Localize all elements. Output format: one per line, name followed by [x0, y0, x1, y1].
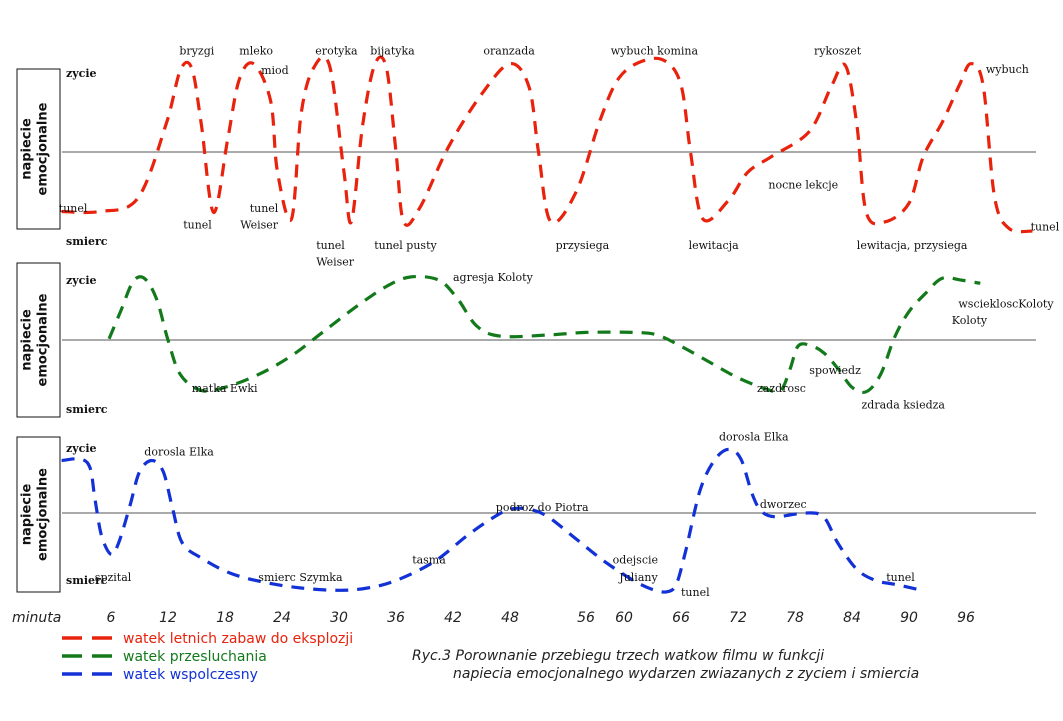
annotation: dorosla Elka: [144, 446, 214, 459]
series-line-red: [61, 55, 1033, 234]
level-label-bottom: smierc: [66, 403, 108, 416]
annotation: agresja Koloty: [453, 271, 534, 284]
caption-line-2: napiecia emocjonalnego wydarzen zwiazany…: [453, 666, 919, 682]
series-line-green: [107, 274, 981, 395]
x-tick-label: 78: [786, 610, 804, 626]
y-axis-label-line2: emocjonalne: [36, 102, 51, 195]
annotation: tunel: [316, 239, 345, 252]
annotation: tunel: [681, 586, 710, 599]
x-tick-label: 90: [900, 610, 918, 626]
annotation: lewitacja: [689, 239, 740, 252]
y-axis-label-line1: napiecie: [20, 118, 35, 180]
ylabel-box: [16, 262, 61, 418]
caption-line-1: Ryc.3 Porownanie przebiegu trzech watkow…: [412, 648, 824, 664]
annotation: Weiser: [316, 256, 355, 269]
annotation: przysiega: [556, 239, 610, 252]
annotation: tunel: [886, 571, 915, 584]
x-tick-label: 84: [843, 610, 861, 626]
annotation: Koloty: [952, 314, 988, 327]
x-tick-label: 36: [387, 610, 405, 626]
annotation: wybuch: [986, 63, 1029, 76]
annotation: smierc Szymka: [258, 571, 343, 584]
series-line-blue: [61, 447, 919, 594]
x-tick-label: 96: [957, 610, 975, 626]
annotation: tunel: [1031, 220, 1060, 233]
x-tick-label: 72: [729, 610, 747, 626]
annotation: spowiedz: [809, 364, 861, 377]
annotation: tunel pusty: [374, 239, 437, 252]
annotation: tasma: [412, 554, 446, 567]
x-tick-label: 48: [501, 610, 519, 626]
x-tick-label: 42: [444, 610, 462, 626]
x-tick-label: 18: [216, 610, 234, 626]
annotation: bryzgi: [179, 45, 214, 58]
level-label-bottom: smierc: [66, 574, 108, 587]
ylabel-box: [16, 436, 61, 593]
annotation: rykoszet: [814, 45, 862, 58]
x-tick-label: 6: [107, 610, 116, 626]
annotation: miod: [261, 64, 289, 77]
annotation: tunel: [59, 202, 88, 215]
y-axis-label-line2: emocjonalne: [36, 293, 51, 386]
level-label-top: zycie: [66, 442, 97, 455]
annotation: tunel: [250, 202, 279, 215]
annotation: spzital: [95, 571, 132, 584]
y-axis-label-line1: napiecie: [20, 484, 35, 546]
level-label-top: zycie: [66, 274, 97, 287]
x-axis-ticks: minuta 6 12 18 24 30 36 42 48 56 60 66 72 78 84 90 96: [12, 610, 975, 626]
caption: Ryc.3 Porownanie przebiegu trzech watkow…: [412, 648, 919, 682]
x-tick-label: 56: [577, 610, 595, 626]
panel-red: napiecie emocjonalne zycie smierc tunel bryzg…: [16, 45, 1060, 269]
annotation: matka Ewki: [192, 382, 258, 395]
annotation: bijatyka: [370, 45, 415, 58]
ylabel-box: [16, 68, 61, 230]
annotation: Juliany: [618, 571, 658, 584]
annotation: erotyka: [315, 45, 358, 58]
annotation: Weiser: [240, 219, 279, 232]
annotation: podroz do Piotra: [496, 501, 589, 514]
x-tick-label: 60: [615, 610, 633, 626]
legend-label: watek letnich zabaw do eksplozji: [123, 631, 353, 647]
level-label-bottom: smierc: [66, 235, 108, 248]
annotation: zazdrosc: [757, 382, 806, 395]
panels-layer: napiecie emocjonalnezyciesmierctunelbryzg…: [16, 45, 1060, 599]
y-axis-label-line1: napiecie: [20, 309, 35, 371]
y-axis-label-line2: emocjonalne: [36, 468, 51, 561]
annotation: lewitacja, przysiega: [857, 239, 968, 252]
annotation: wybuch komina: [611, 45, 699, 58]
annotation: zdrada ksiedza: [862, 398, 946, 411]
legend: watek letnich zabaw do eksplozji watek pr…: [62, 631, 353, 683]
annotation: tunel: [183, 219, 212, 232]
legend-label: watek przesluchania: [123, 649, 267, 665]
x-tick-label: 30: [330, 610, 348, 626]
annotation: wsciekloscKoloty: [958, 298, 1054, 311]
annotation: dworzec: [760, 498, 807, 511]
x-tick-label: 12: [159, 610, 177, 626]
annotation: odejscie: [613, 554, 658, 567]
annotation: nocne lekcje: [768, 179, 838, 192]
annotation: dorosla Elka: [719, 431, 789, 444]
panel-green: napiecie emocjonalne zycie smierc matka Ewki…: [16, 262, 1054, 418]
annotation: mleko: [239, 45, 273, 58]
x-axis-label: minuta: [12, 610, 61, 626]
legend-label: watek wspolczesny: [123, 667, 258, 683]
x-tick-label: 66: [672, 610, 690, 626]
x-tick-label: 24: [273, 610, 291, 626]
annotation: oranzada: [483, 45, 535, 58]
level-label-top: zycie: [66, 67, 97, 80]
